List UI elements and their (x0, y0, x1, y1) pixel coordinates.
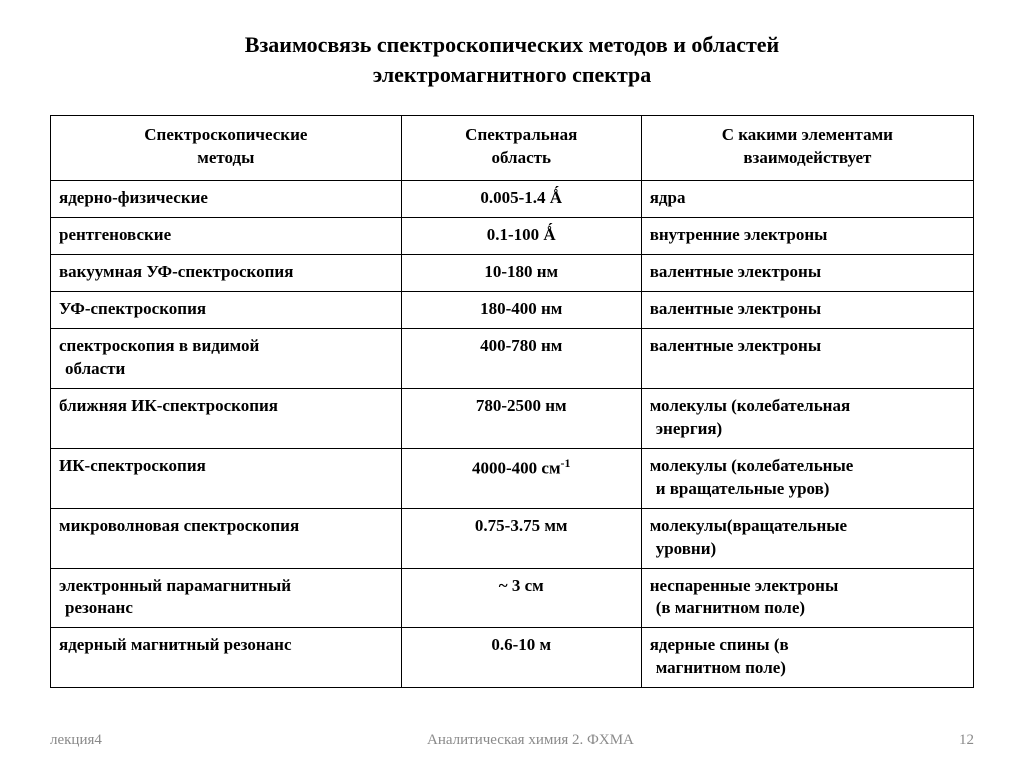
cell-interacts: внутренние электроны (641, 218, 973, 255)
header-range-l1: Спектральная (465, 125, 577, 144)
cell-interacts-l1: молекулы (колебательная (650, 396, 850, 415)
header-interacts: С какими элементами взаимодействует (641, 116, 973, 181)
cell-interacts-l2: (в магнитном поле) (650, 597, 965, 620)
footer-center: Аналитическая химия 2. ФХМА (427, 732, 634, 749)
cell-method-l1: ядерно-физические (59, 188, 208, 207)
table-row: микроволновая спектроскопия 0.75-3.75 мм м… (51, 508, 974, 568)
cell-range: 400-780 нм (401, 329, 641, 389)
spectroscopy-table: Спектроскопические методы Спектральная о… (50, 115, 974, 688)
cell-range-unit: Ǻ (543, 225, 555, 244)
cell-method-l1: электронный парамагнитный (59, 576, 291, 595)
cell-range: 0.1-100 Ǻ (401, 218, 641, 255)
cell-method-l1: УФ-спектроскопия (59, 299, 206, 318)
cell-method: спектроскопия в видимой области (51, 329, 402, 389)
cell-interacts-l1: валентные электроны (650, 336, 821, 355)
header-interacts-l1: С какими элементами (722, 125, 893, 144)
cell-range: 4000-400 см-1 (401, 448, 641, 508)
cell-range: 180-400 нм (401, 292, 641, 329)
cell-method-l1: ядерный магнитный резонанс (59, 635, 292, 654)
cell-interacts-l2: магнитном поле) (650, 657, 965, 680)
table-row: спектроскопия в видимой области 400-780 н… (51, 329, 974, 389)
cell-interacts-l1: молекулы (колебательные (650, 456, 854, 475)
table-row: рентгеновские0.1-100 Ǻвнутренние электро… (51, 218, 974, 255)
cell-method-l1: рентгеновские (59, 225, 171, 244)
slide-title: Взаимосвязь спектроскопических методов и… (50, 30, 974, 89)
header-interacts-l2: взаимодействует (743, 148, 871, 167)
cell-interacts: валентные электроны (641, 255, 973, 292)
table-row: электронный парамагнитный резонанс ~ 3 см… (51, 568, 974, 628)
cell-method: УФ-спектроскопия (51, 292, 402, 329)
cell-range: 10-180 нм (401, 255, 641, 292)
cell-range-superscript: -1 (561, 456, 571, 470)
table-row: ИК-спектроскопия4000-400 см-1молекулы (к… (51, 448, 974, 508)
header-range: Спектральная область (401, 116, 641, 181)
table-header-row: Спектроскопические методы Спектральная о… (51, 116, 974, 181)
cell-method: ядерный магнитный резонанс (51, 628, 402, 688)
title-line-1: Взаимосвязь спектроскопических методов и… (245, 32, 779, 57)
cell-range-value: 0.1-100 (487, 225, 544, 244)
footer-left: лекция4 (50, 732, 102, 749)
cell-method-l1: ближняя ИК-спектроскопия (59, 396, 278, 415)
cell-method: рентгеновские (51, 218, 402, 255)
table-row: ближняя ИК-спектроскопия 780-2500 нм молек… (51, 388, 974, 448)
header-methods-l2: методы (197, 148, 254, 167)
cell-range: 0.005-1.4 Ǻ (401, 181, 641, 218)
cell-range: ~ 3 см (401, 568, 641, 628)
cell-range: 0.75-3.75 мм (401, 508, 641, 568)
table-row: ядерный магнитный резонанс 0.6-10 м ядерны… (51, 628, 974, 688)
cell-method: вакуумная УФ-спектроскопия (51, 255, 402, 292)
cell-range-value: 10-180 нм (484, 262, 558, 281)
cell-interacts-l1: неспаренные электроны (650, 576, 839, 595)
header-range-l2: область (491, 148, 551, 167)
cell-interacts-l2: уровни) (650, 538, 965, 561)
cell-interacts: ядра (641, 181, 973, 218)
cell-interacts: молекулы(вращательные уровни) (641, 508, 973, 568)
cell-method: ближняя ИК-спектроскопия (51, 388, 402, 448)
cell-interacts-l1: ядра (650, 188, 686, 207)
cell-range-value: 0.75-3.75 мм (475, 516, 568, 535)
title-line-2: электромагнитного спектра (373, 62, 652, 87)
footer-right: 12 (959, 732, 974, 749)
cell-method-l1: ИК-спектроскопия (59, 456, 206, 475)
cell-range-value: 0.005-1.4 (480, 188, 549, 207)
cell-interacts-l2: энергия) (650, 418, 965, 441)
cell-range-value: 780-2500 нм (476, 396, 567, 415)
cell-interacts-l1: ядерные спины (в (650, 635, 789, 654)
cell-range-value: 4000-400 см (472, 458, 561, 477)
cell-range-value: ~ 3 см (499, 576, 544, 595)
cell-method: ИК-спектроскопия (51, 448, 402, 508)
cell-interacts: валентные электроны (641, 329, 973, 389)
cell-range-value: 180-400 нм (480, 299, 562, 318)
cell-interacts-l2: и вращательные уров) (650, 478, 965, 501)
cell-method-l1: спектроскопия в видимой (59, 336, 259, 355)
cell-method-l1: вакуумная УФ-спектроскопия (59, 262, 293, 281)
slide-footer: лекция4 Аналитическая химия 2. ФХМА 12 (50, 732, 974, 749)
cell-interacts: ядерные спины (в магнитном поле) (641, 628, 973, 688)
cell-method-l2: области (59, 358, 393, 381)
cell-range-value: 0.6-10 м (491, 635, 551, 654)
cell-interacts: молекулы (колебательные и вращательные у… (641, 448, 973, 508)
cell-interacts-l1: валентные электроны (650, 299, 821, 318)
header-methods: Спектроскопические методы (51, 116, 402, 181)
cell-interacts-l1: валентные электроны (650, 262, 821, 281)
cell-interacts: валентные электроны (641, 292, 973, 329)
cell-method-l1: микроволновая спектроскопия (59, 516, 299, 535)
cell-method-l2: резонанс (59, 597, 393, 620)
cell-range: 0.6-10 м (401, 628, 641, 688)
cell-interacts: молекулы (колебательная энергия) (641, 388, 973, 448)
cell-method: ядерно-физические (51, 181, 402, 218)
cell-range-unit: Ǻ (550, 188, 562, 207)
cell-method: микроволновая спектроскопия (51, 508, 402, 568)
cell-range-value: 400-780 нм (480, 336, 562, 355)
table-row: вакуумная УФ-спектроскопия 10-180 нм вален… (51, 255, 974, 292)
table-row: ядерно-физические0.005-1.4 Ǻядра (51, 181, 974, 218)
cell-interacts-l1: молекулы(вращательные (650, 516, 847, 535)
cell-interacts: неспаренные электроны (в магнитном поле) (641, 568, 973, 628)
cell-range: 780-2500 нм (401, 388, 641, 448)
cell-method: электронный парамагнитный резонанс (51, 568, 402, 628)
header-methods-l1: Спектроскопические (144, 125, 307, 144)
table-row: УФ-спектроскопия 180-400 нм валентные элек… (51, 292, 974, 329)
cell-interacts-l1: внутренние электроны (650, 225, 828, 244)
